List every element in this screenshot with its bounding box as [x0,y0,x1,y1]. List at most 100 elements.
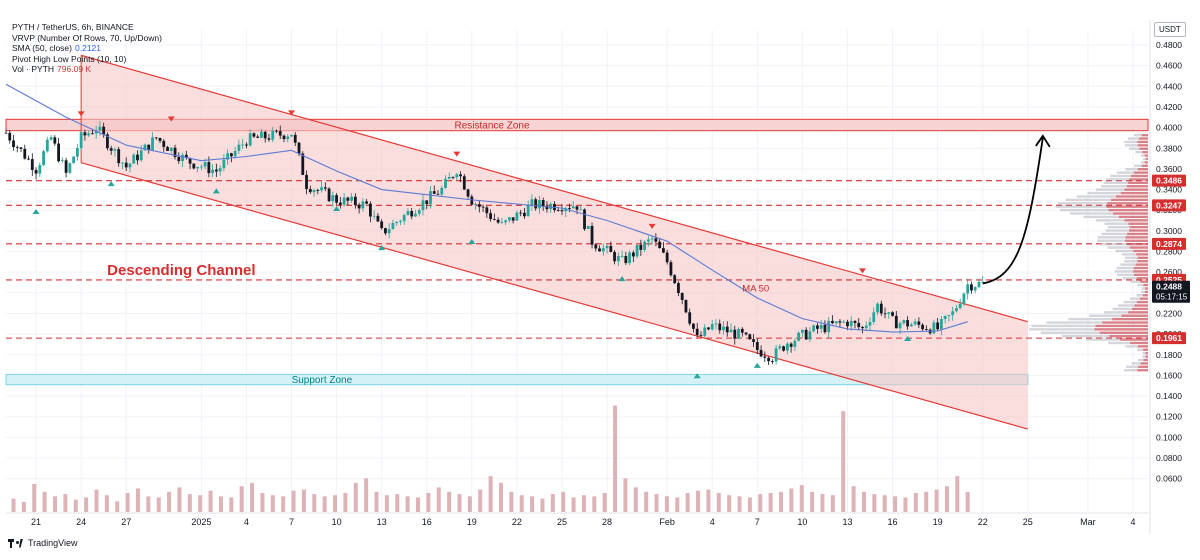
candle-body [879,303,883,314]
volume-profile-bar-up [1122,253,1137,256]
channel-lower-line[interactable] [80,162,1028,430]
volume-bar [488,476,493,512]
candle-body [849,320,853,327]
candle-body [421,200,425,211]
volume-profile-bar-down [1115,195,1148,198]
sma-line[interactable] [5,83,968,333]
volume-profile-bar-down [1145,355,1148,358]
volume-bar [685,492,690,512]
volume-bar [861,491,866,512]
candle-body [932,322,936,334]
candle-body [737,328,740,339]
candle-body [977,281,981,288]
volume-bar [944,486,949,512]
candle-body [64,160,68,173]
volume-profile-bar-down [1137,369,1148,372]
candle-body [75,148,79,157]
volume-profile-bar-up [1123,300,1137,304]
candle-body [500,222,504,224]
volume-profile-bar-up [1107,225,1130,229]
volume-profile-bar-down [1120,191,1148,195]
channel-fill [81,55,1028,430]
volume-profile-bar-up [1125,345,1138,348]
volume-profile-bar-up [1136,294,1143,297]
volume-bar [664,496,669,512]
volume-profile-bar-down [1110,198,1148,202]
volume-profile-bar-up [1061,334,1110,338]
candle-body [981,281,985,283]
volume-bar [540,498,545,512]
volume-profile-bar-up [1104,222,1129,225]
candle-body [113,149,117,151]
candle-body [936,322,940,330]
candle-body [913,321,917,325]
volume-bar [239,486,244,512]
volume-bar [727,495,732,512]
ma50-label: MA 50 [742,284,769,295]
volume-profile-bar-up [1046,321,1103,324]
volume-profile-bar-up [1129,147,1140,150]
level-price-label: 0.3247 [1156,200,1182,210]
pivot-low-marker [107,181,115,187]
volume-profile-bar-down [1131,174,1148,178]
candle-body [470,196,474,205]
volume-profile-bar-down [1142,150,1148,154]
candle-body [827,320,831,333]
candle-body [485,207,489,214]
volume-bar [146,496,151,512]
currency-button[interactable]: USDT [1154,22,1186,37]
projection-arrow-line[interactable] [982,137,1044,285]
candle-body [136,154,139,161]
candle-body [699,335,703,336]
candle-body [785,343,789,351]
volume-profile-bar-up [1134,164,1142,168]
legend-sma-label: SMA (50, close) [12,43,72,54]
volume-profile-bar-down [1139,147,1148,150]
channel-upper-line[interactable] [80,54,1028,323]
volume-bar [550,494,555,512]
time-tick-label: 7 [289,517,294,527]
candle-body [414,213,417,217]
volume-bar [104,495,109,512]
time-tick-label: 28 [602,517,612,527]
volume-bar [63,494,68,512]
volume-bar [530,496,535,512]
volume-profile-bar-up [1133,133,1142,137]
price-tick-label: 0.2800 [1156,247,1182,257]
volume-profile-bar-down [1136,277,1148,280]
candle-body [444,178,447,188]
candle-body [387,229,391,234]
candle-body [523,212,526,217]
candle-body [143,144,147,151]
time-tick-label: 4 [244,517,249,527]
volume-profile-bar-up [1129,297,1140,300]
candle-body [752,339,755,342]
candle-body [8,132,12,141]
volume-profile-bar-down [1138,137,1148,140]
volume-bar [21,501,26,512]
candle-body [19,147,23,149]
volume-profile-bar-up [1116,171,1134,174]
candle-body [245,144,248,146]
volume-profile-bar-up [1140,161,1145,164]
volume-bar [965,491,970,512]
candle-body [399,221,402,223]
time-tick-label: 2025 [191,517,211,527]
volume-profile-bar-up [1070,212,1113,215]
candle-body [60,160,64,162]
candle-body [568,208,571,209]
volume-bars [11,405,970,512]
pivot-low-marker [378,245,386,251]
candle-body [823,324,827,333]
pivot-low-marker [693,373,701,379]
candle-body [616,256,620,262]
volume-profile-bar-down [1137,168,1148,171]
candle-body [83,132,87,136]
volume-profile-bar-up [1124,144,1138,147]
tradingview-brand: TradingView [28,538,78,548]
candle-body [519,212,523,214]
candle-body [68,163,72,173]
candle-body [560,210,564,212]
